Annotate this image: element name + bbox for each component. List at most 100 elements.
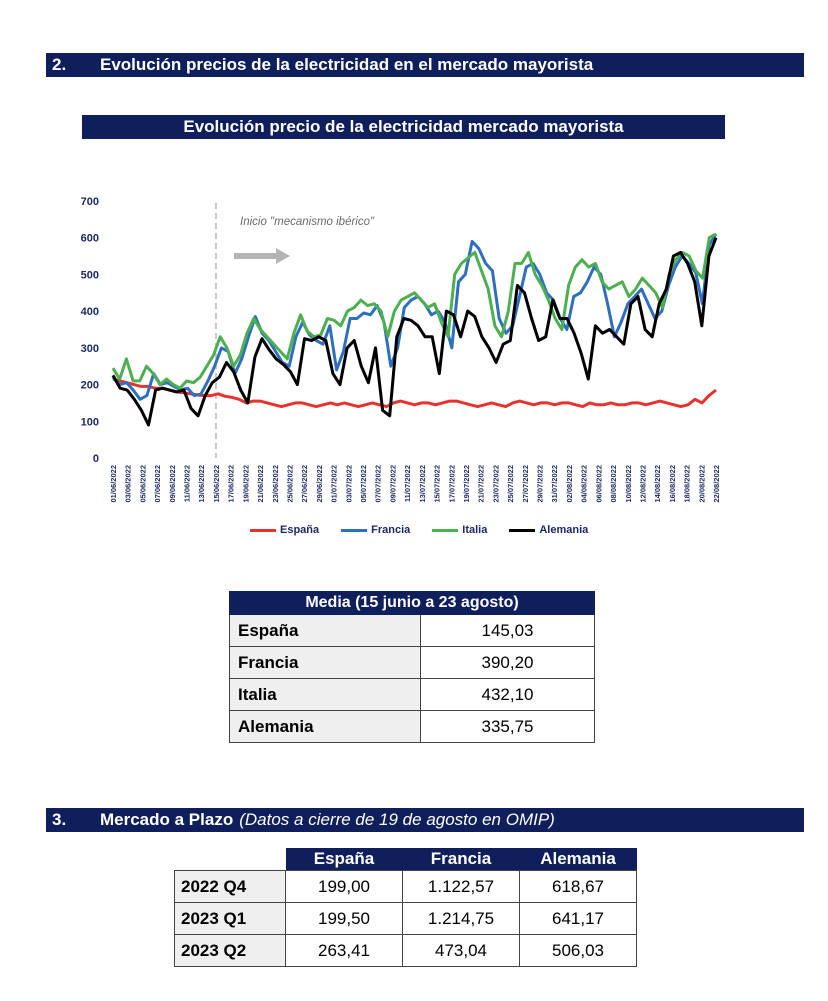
series-line-espana (112, 377, 717, 409)
y-tick-label: 0 (93, 453, 99, 465)
x-tick-label: 27/07/2022 (521, 465, 530, 503)
x-tick-label: 06/08/2022 (594, 465, 603, 503)
x-tick-label: 15/06/2022 (212, 465, 221, 503)
legend-item-espana: España (250, 524, 319, 536)
legend-label: Alemania (539, 524, 589, 536)
row-label: Francia (229, 646, 421, 679)
table-cell: 506,03 (519, 934, 637, 967)
section-number: 3. (52, 810, 67, 829)
x-tick-label: 01/07/2022 (330, 465, 339, 503)
y-tick-label: 500 (81, 269, 99, 281)
section-title: Evolución precios de la electricidad en … (100, 55, 594, 74)
section-2-header: 2. Evolución precios de la electricidad … (46, 53, 804, 77)
table-row: Italia 432,10 (229, 678, 595, 711)
row-value: 335,75 (420, 710, 595, 743)
legend-label: España (280, 524, 320, 536)
row-value: 432,10 (420, 678, 595, 711)
x-tick-label: 10/08/2022 (624, 465, 633, 503)
section-number: 2. (52, 55, 67, 74)
y-tick-label: 300 (81, 343, 99, 355)
column-header: Alemania (519, 848, 637, 871)
section-3-header: 3. Mercado a Plazo (Datos a cierre de 19… (46, 808, 804, 832)
x-tick-label: 20/08/2022 (697, 465, 706, 503)
x-tick-label: 25/06/2022 (285, 465, 294, 503)
series-line-alemania (111, 237, 718, 427)
y-tick-label: 400 (81, 306, 99, 318)
x-tick-label: 13/07/2022 (418, 465, 427, 503)
x-tick-label: 09/07/2022 (388, 465, 397, 503)
x-tick-label: 12/08/2022 (638, 465, 647, 503)
x-tick-label: 27/06/2022 (300, 465, 309, 503)
legend-item-italia: Italia (432, 524, 487, 536)
table-cell: 1.122,57 (402, 870, 520, 903)
row-label: Italia (229, 678, 421, 711)
x-tick-label: 05/07/2022 (359, 465, 368, 503)
x-tick-label: 19/06/2022 (241, 465, 250, 503)
x-tick-label: 05/06/2022 (138, 465, 147, 503)
arrow-icon (234, 248, 290, 264)
x-tick-label: 08/08/2022 (609, 465, 618, 503)
x-tick-label: 07/07/2022 (374, 465, 383, 503)
x-tick-label: 29/06/2022 (315, 465, 324, 503)
table-row: 2023 Q1 199,50 1.214,75 641,17 (174, 902, 637, 935)
table-cell: 199,00 (285, 870, 403, 903)
y-tick-label: 600 (81, 233, 99, 245)
row-value: 390,20 (420, 646, 595, 679)
row-value: 145,03 (420, 614, 595, 647)
x-tick-label: 29/07/2022 (536, 465, 545, 503)
x-tick-label: 25/07/2022 (506, 465, 515, 503)
section-subtitle: (Datos a cierre de 19 de agosto en OMIP) (239, 810, 555, 829)
chart-legend: España Francia Italia Alemania (250, 524, 588, 536)
column-header: España (285, 848, 403, 871)
y-tick-label: 700 (81, 196, 99, 208)
y-tick-label: 200 (81, 380, 99, 392)
x-tick-label: 07/06/2022 (153, 465, 162, 503)
table-cell: 641,17 (519, 902, 637, 935)
legend-item-alemania: Alemania (509, 524, 588, 536)
table-corner (174, 848, 286, 871)
x-tick-label: 04/08/2022 (580, 465, 589, 503)
row-label: 2022 Q4 (174, 870, 286, 903)
column-header: Francia (402, 848, 520, 871)
x-tick-label: 22/08/2022 (712, 465, 721, 503)
table-cell: 473,04 (402, 934, 520, 967)
legend-label: Francia (371, 524, 411, 536)
x-tick-label: 17/07/2022 (447, 465, 456, 503)
x-tick-label: 14/08/2022 (653, 465, 662, 503)
table-header: Media (15 junio a 23 agosto) (229, 591, 595, 615)
table-cell: 1.214,75 (402, 902, 520, 935)
x-tick-label: 23/07/2022 (491, 465, 500, 503)
table-row: 2023 Q2 263,41 473,04 506,03 (174, 934, 637, 967)
table-row: 2022 Q4 199,00 1.122,57 618,67 (174, 870, 637, 903)
series-line-italia (111, 232, 717, 390)
legend-item-francia: Francia (341, 524, 410, 536)
chart-title: Evolución precio de la electricidad merc… (82, 115, 725, 139)
legend-swatch (250, 528, 276, 532)
futures-market-table: España Francia Alemania 2022 Q4 199,00 1… (174, 848, 637, 967)
x-tick-label: 03/06/2022 (124, 465, 133, 503)
legend-swatch (432, 528, 459, 532)
table-cell: 263,41 (285, 934, 403, 967)
table-cell: 199,50 (285, 902, 403, 935)
x-tick-label: 02/08/2022 (565, 465, 574, 503)
row-label: 2023 Q1 (174, 902, 286, 935)
x-tick-label: 03/07/2022 (344, 465, 353, 503)
row-label: 2023 Q2 (174, 934, 286, 967)
x-tick-label: 11/07/2022 (403, 465, 412, 502)
x-tick-label: 16/08/2022 (668, 465, 677, 503)
x-tick-label: 21/06/2022 (256, 465, 265, 503)
table-row: Francia 390,20 (229, 646, 595, 679)
x-tick-label: 11/06/2022 (183, 465, 192, 502)
x-tick-label: 31/07/2022 (550, 465, 559, 503)
legend-label: Italia (462, 524, 488, 536)
average-price-table: Media (15 junio a 23 agosto) España 145,0… (229, 591, 595, 743)
annotation-label: Inicio "mecanismo ibérico" (240, 216, 375, 228)
x-tick-label: 18/08/2022 (683, 465, 692, 503)
x-tick-label: 01/06/2022 (109, 465, 118, 503)
x-tick-label: 15/07/2022 (433, 465, 442, 503)
x-tick-label: 23/06/2022 (271, 465, 280, 503)
table-row: Alemania 335,75 (229, 710, 595, 743)
x-tick-label: 17/06/2022 (227, 465, 236, 503)
table-row: España 145,03 (229, 614, 595, 647)
row-label: Alemania (229, 710, 421, 743)
